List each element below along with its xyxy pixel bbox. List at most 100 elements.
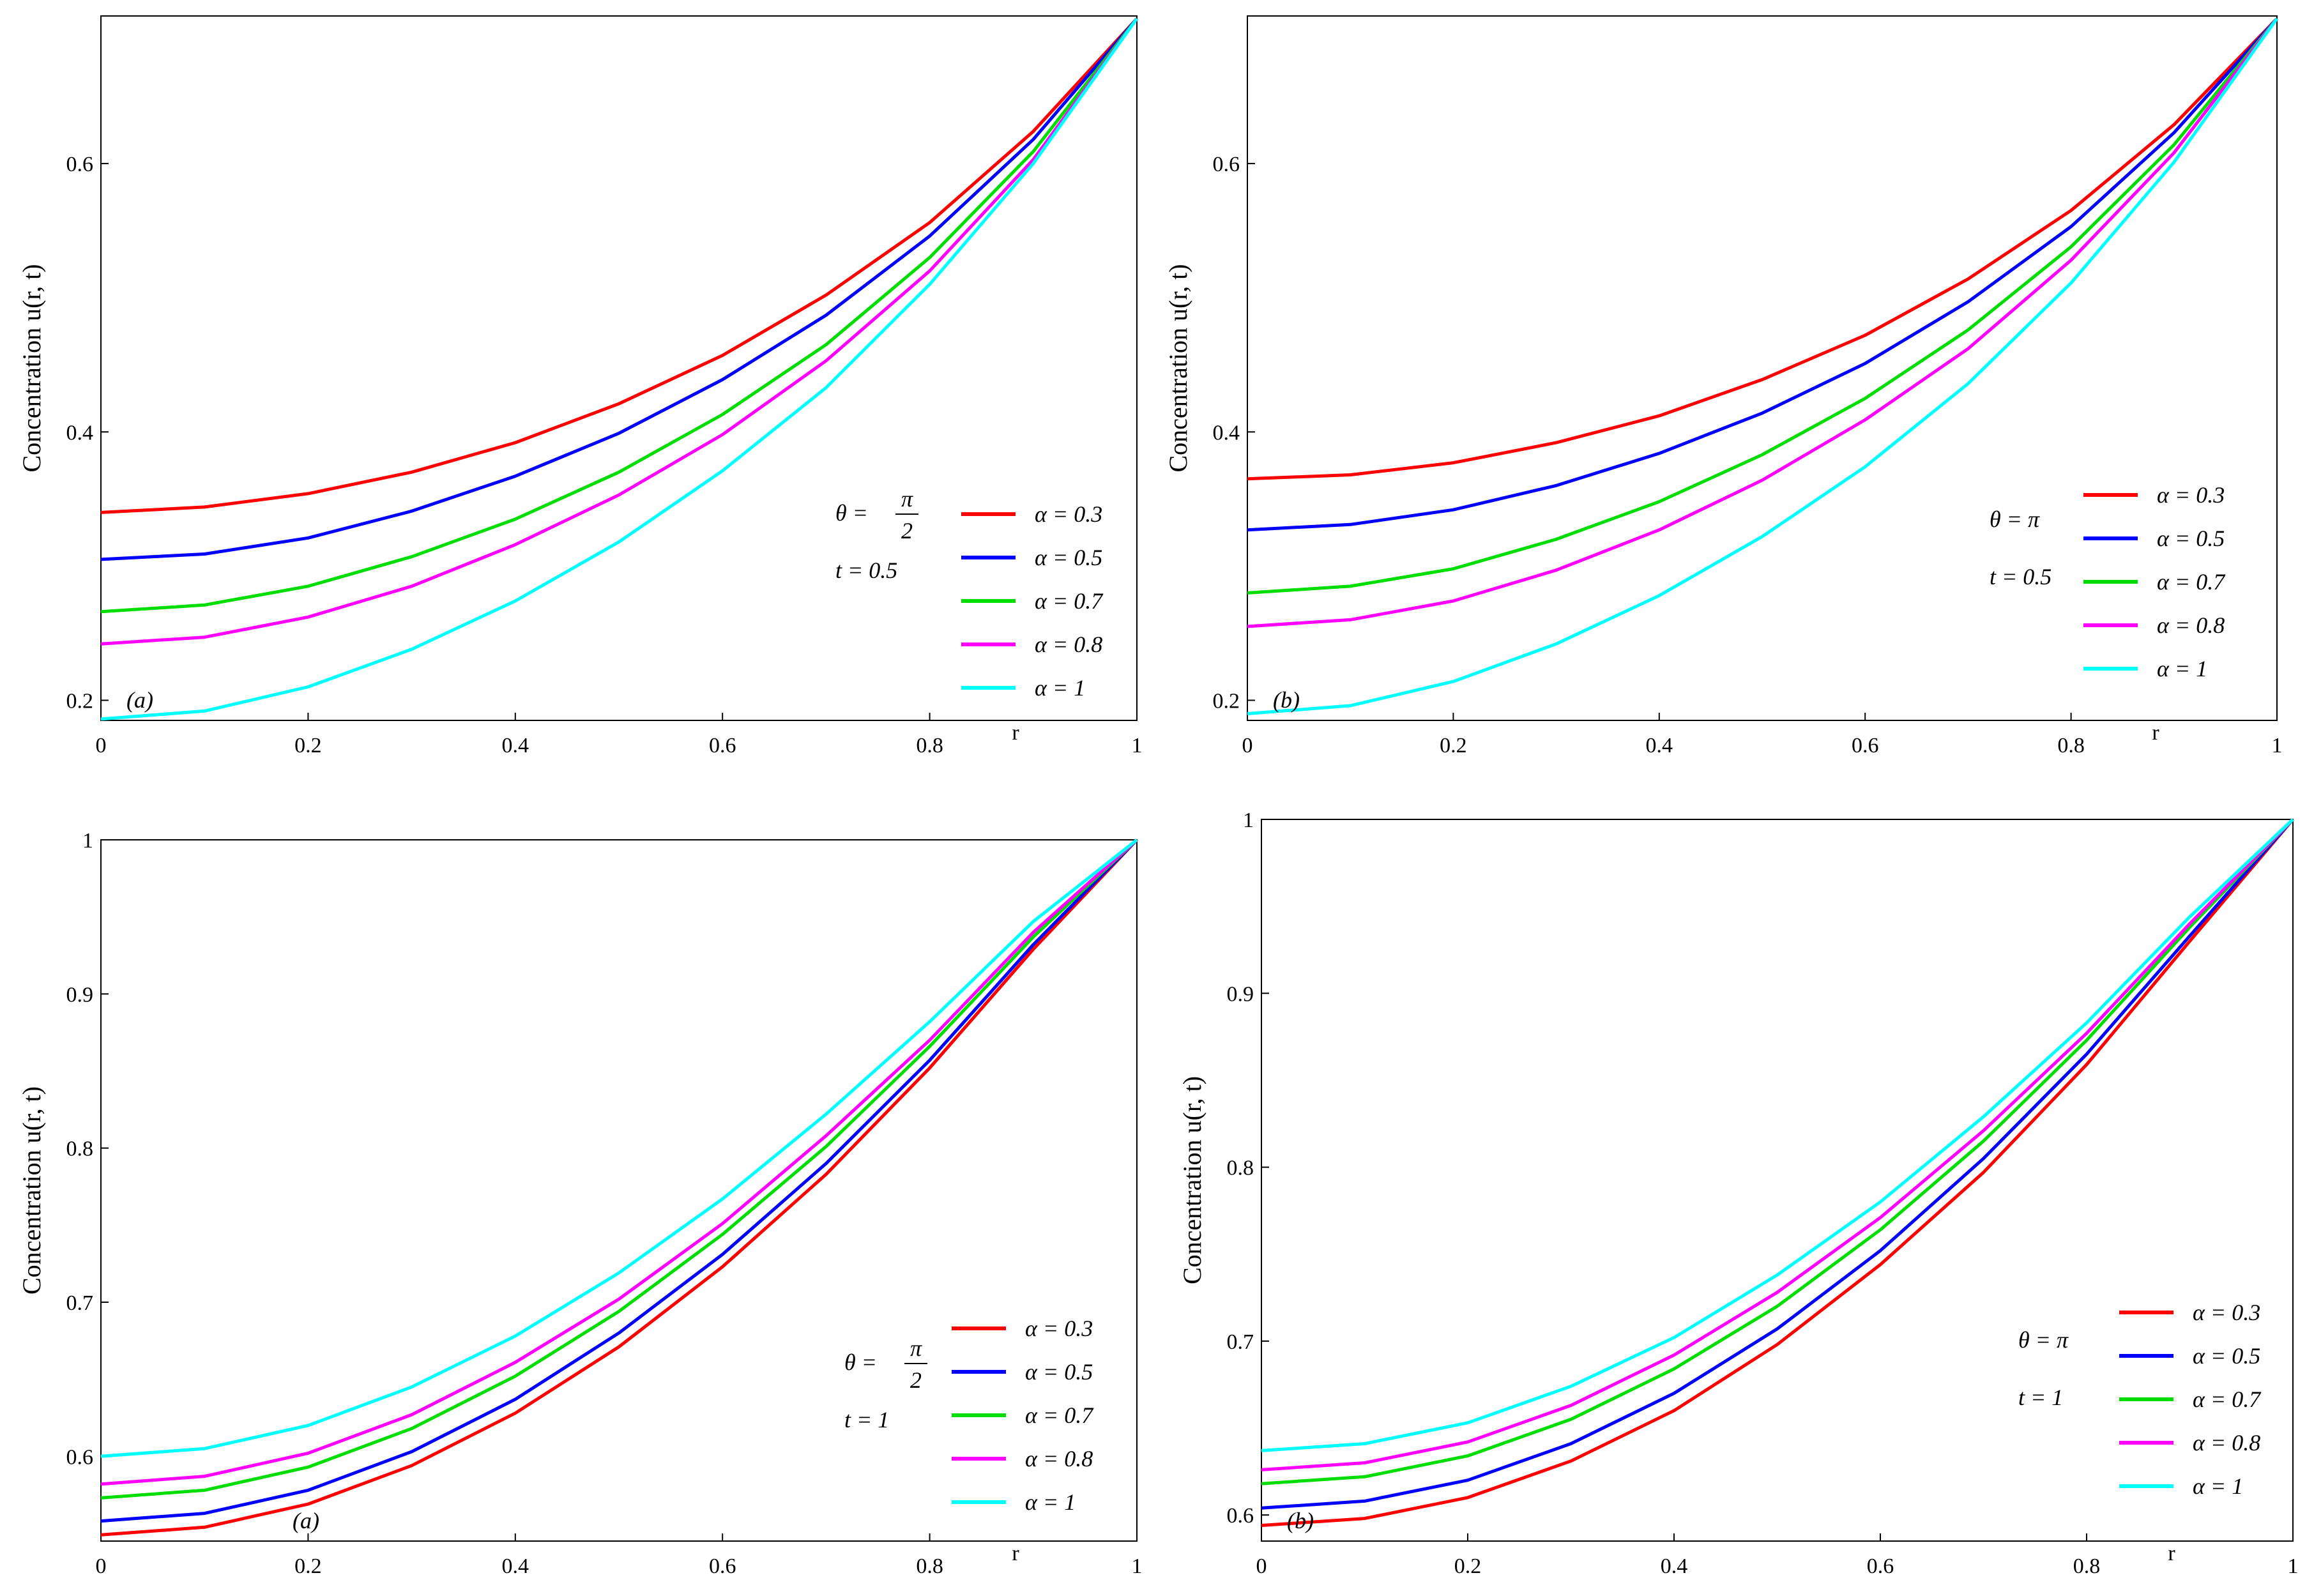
series-line-2 [100,839,1138,1523]
theta-fraction-denominator: 2 [910,1367,922,1393]
t-label: t = 0.5 [1990,564,2051,589]
legend-label: α = 0.7 [2157,569,2226,595]
x-tick-label: 0.4 [502,734,529,757]
x-tick-label: 1 [2272,734,2283,757]
theta-label: θ = [835,500,868,526]
x-tick-label: 0 [96,1554,107,1578]
x-tick-label: 0.4 [1661,1554,1688,1578]
series-line-3 [100,17,1138,614]
theta-fraction-denominator: 2 [901,518,913,543]
x-tick-label: 0.6 [709,734,736,757]
theta-label: θ = [844,1349,877,1375]
t-label: t = 1 [2018,1385,2063,1410]
t-label: t = 0.5 [835,558,897,583]
series-line-2 [1261,818,2294,1510]
theta-label: θ = π [1990,506,2040,532]
y-tick-label: 0.6 [1227,1504,1254,1528]
legend-label: α = 1 [2193,1473,2243,1499]
legend-label: α = 0.5 [2157,526,2225,551]
y-axis-label: Concentration u(r, t) [1178,1076,1206,1284]
y-tick-label: 0.8 [66,1137,94,1161]
legend-label: α = 0.7 [2193,1387,2262,1412]
legend-label: α = 0.8 [2193,1430,2260,1455]
y-axis-label: Concentration u(r, t) [1164,264,1192,472]
x-tick-label: 0.8 [2073,1554,2101,1578]
series-line-3 [100,839,1138,1500]
series-line-2 [1247,17,2278,532]
x-axis-label: r [1012,721,1019,745]
x-tick-label: 0.8 [916,734,943,757]
y-tick-label: 0.7 [66,1291,94,1315]
plot-frame [100,15,1138,721]
legend-label: α = 0.8 [1035,632,1102,657]
y-tick-label: 0.9 [1227,982,1254,1006]
legend: α = 0.3 α = 0.5 α = 0.7 α = 0.8 α = 1 [2083,482,2226,681]
y-tick-label: 0.2 [66,689,94,713]
legend-label: α = 0.5 [2193,1343,2260,1369]
series-line-3 [1247,17,2278,595]
y-tick-label: 0.9 [66,983,94,1007]
legend: α = 0.3 α = 0.5 α = 0.7 α = 0.8 α = 1 [2119,1300,2262,1499]
legend-label: α = 0.5 [1025,1359,1093,1385]
x-tick-label: 0.2 [294,1554,322,1578]
legend-label: α = 0.8 [2157,612,2225,638]
plot-frame [100,839,1138,1542]
x-axis-label: r [1012,1542,1019,1565]
legend-label: α = 0.7 [1025,1402,1094,1428]
series-line-1 [1261,818,2294,1527]
y-tick-label: 0.6 [1213,153,1240,176]
legend-label: α = 0.3 [1035,501,1102,527]
legend-label: α = 0.3 [2157,482,2225,508]
x-axis-label: r [2152,721,2159,745]
x-tick-label: 1 [1132,734,1143,757]
legend: α = 0.3 α = 0.5 α = 0.7 α = 0.8 α = 1 [961,501,1104,701]
t-label: t = 1 [844,1407,889,1433]
legend-label: α = 0.3 [2193,1300,2260,1325]
series-line-5 [100,839,1138,1458]
series-line-1 [100,839,1138,1537]
x-tick-label: 0.6 [1852,734,1879,757]
y-tick-label: 0.4 [66,421,94,445]
y-tick-label: 0.8 [1227,1157,1254,1180]
series-line-5 [1247,17,2279,715]
y-tick-label: 0.6 [66,1445,94,1469]
legend-label: α = 1 [1025,1489,1076,1515]
legend: α = 0.3 α = 0.5 α = 0.7 α = 0.8 α = 1 [952,1316,1094,1515]
x-tick-label: 0.2 [1454,1554,1482,1578]
theta-fraction-numerator: π [901,486,913,512]
x-tick-label: 0 [1242,734,1253,757]
x-tick-label: 1 [1132,1554,1143,1578]
panel-label: (b) [1287,1508,1314,1533]
y-axis-label: Concentration u(r, t) [17,1086,46,1295]
y-tick-label: 0.6 [66,153,94,176]
series-line-2 [100,17,1138,561]
series-line-5 [100,17,1139,721]
y-tick-label: 0.2 [1213,689,1240,713]
legend-label: α = 0.5 [1035,545,1102,570]
chart-panel-4: 0 0.2 0.4 0.6 0.8 1 r 0.6 0.7 0.8 0.9 1 Concentratio… [1178,809,2299,1578]
series-line-4 [1261,818,2294,1471]
x-tick-label: 1 [2288,1554,2299,1578]
legend-label: α = 0.8 [1025,1446,1093,1471]
parameter-annotation: θ = π t = 0.5 [1990,506,2051,589]
x-tick-label: 0.8 [2057,734,2085,757]
panel-label: (b) [1273,687,1300,713]
x-tick-label: 0.2 [294,734,322,757]
series-line-3 [1261,818,2294,1486]
legend-label: α = 1 [1035,675,1085,701]
x-tick-label: 0.4 [502,1554,529,1578]
y-tick-label: 1 [1243,809,1254,832]
parameter-annotation: θ = π 2t = 0.5 [835,486,918,583]
parameter-annotation: θ = π t = 1 [2018,1327,2069,1410]
x-axis-label: r [2168,1542,2175,1565]
series-line-4 [100,839,1138,1486]
x-tick-label: 0.4 [1646,734,1673,757]
x-tick-label: 0 [96,734,107,757]
panel-label: (a) [293,1508,319,1533]
y-tick-label: 1 [82,829,93,853]
y-tick-label: 0.4 [1213,421,1240,445]
x-tick-label: 0 [1256,1554,1267,1578]
theta-fraction-numerator: π [910,1335,922,1361]
